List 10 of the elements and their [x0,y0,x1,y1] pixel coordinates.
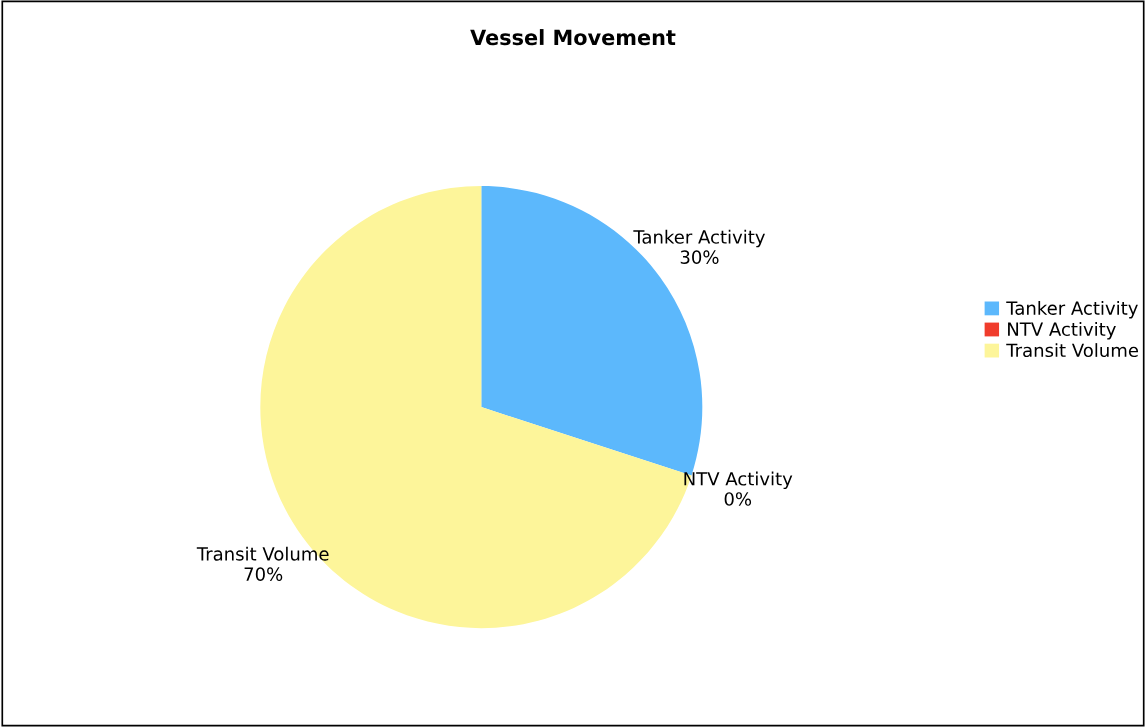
data-label: 70% [244,567,283,581]
category-label: NTV Activity [684,471,793,490]
legend-label: Transit Volume [1006,343,1139,358]
data-label: 30% [680,250,719,264]
slice-label: Transit Volume [196,546,329,561]
chart-title: Vessel Movement [470,29,676,46]
slice-label: Tanker Activity [633,229,765,248]
text: 0% [724,492,752,506]
legend-label: Tanker Activity [1006,300,1138,319]
legend-label: NTV Activity [1008,322,1116,340]
